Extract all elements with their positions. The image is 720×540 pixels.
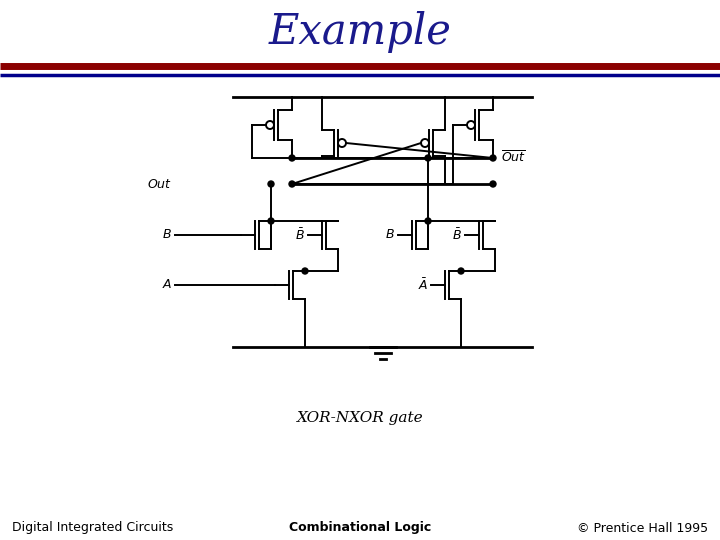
Text: $\bar{B}$: $\bar{B}$ [295,227,305,243]
Circle shape [425,155,431,161]
Circle shape [490,181,496,187]
Text: $\bar{B}$: $\bar{B}$ [452,227,462,243]
Text: $Out$: $Out$ [147,178,172,191]
Text: Example: Example [269,11,451,53]
Circle shape [458,268,464,274]
Text: $B$: $B$ [385,228,395,241]
Circle shape [289,181,295,187]
Text: Combinational Logic: Combinational Logic [289,522,431,535]
Text: Digital Integrated Circuits: Digital Integrated Circuits [12,522,174,535]
Text: XOR-NXOR gate: XOR-NXOR gate [297,411,423,425]
Circle shape [289,155,295,161]
Circle shape [302,268,308,274]
Circle shape [268,181,274,187]
Circle shape [425,218,431,224]
Text: © Prentice Hall 1995: © Prentice Hall 1995 [577,522,708,535]
Circle shape [268,218,274,224]
Text: $\overline{Out}$: $\overline{Out}$ [501,150,526,166]
Circle shape [490,155,496,161]
Text: $A$: $A$ [162,279,172,292]
Text: $\bar{A}$: $\bar{A}$ [418,277,428,293]
Text: $B$: $B$ [162,228,172,241]
